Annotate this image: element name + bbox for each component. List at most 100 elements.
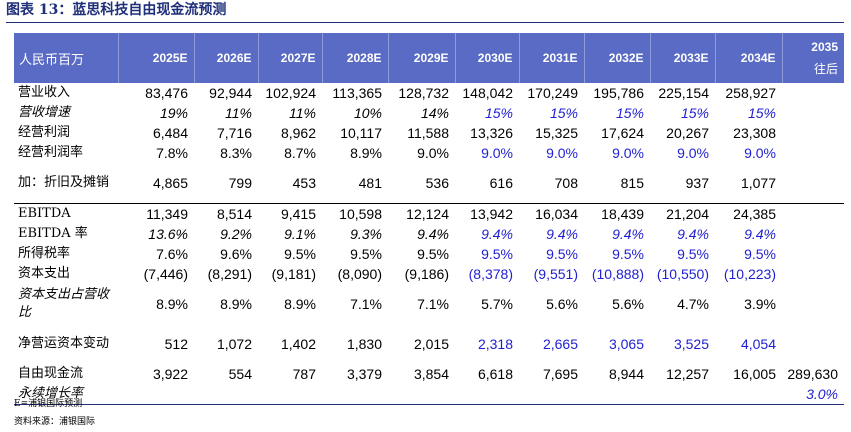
header-year: 2033E [649, 33, 715, 83]
table-cell: 16,005 [733, 366, 776, 382]
row-label: EBITDA [14, 203, 118, 224]
table-cell: 13,942 [455, 203, 519, 224]
table-cell: 148,042 [462, 85, 513, 101]
table-cell: 11% [225, 105, 252, 121]
table-cell: (8,291) [207, 266, 252, 282]
table-row: 营收增速 19% 11% 11% 10% 14% 15% 15% 15% 15% 15% [14, 103, 844, 123]
table-row: 资本支出 (7,446) (8,291) (9,181) (8,090) (9,186) (… [14, 264, 844, 284]
table-cell [519, 384, 584, 405]
table-cell: 5.6% [546, 296, 578, 312]
table-cell [322, 384, 388, 405]
header-year: 2028E [321, 33, 388, 83]
table-cell: 453 [292, 175, 316, 191]
header-year: 2030E [454, 33, 519, 83]
header-year: 2034E [714, 33, 782, 83]
table-cell: 17,624 [601, 125, 644, 141]
table-cell [258, 384, 322, 405]
table-cell: 2,015 [413, 336, 449, 352]
table-cell: 7,695 [542, 366, 578, 382]
table-cell: 9.4% [417, 226, 449, 242]
table-row: 经营利润率 7.8% 8.3% 8.7% 8.9% 9.0% 9.0% 9.0% 9.0% 9.0… [14, 143, 844, 163]
table-cell: 8,962 [280, 125, 316, 141]
table-cell: 8,944 [608, 366, 644, 382]
table-cell: 4,865 [152, 175, 188, 191]
table-cell: 20,267 [666, 125, 709, 141]
table-cell: 5.7% [481, 296, 513, 312]
table-cell: 2,665 [542, 336, 578, 352]
table-cell: 3,379 [346, 366, 382, 382]
row-label: 永续增长率 [14, 384, 118, 405]
table-cell [782, 264, 844, 284]
table-cell: 8.7% [284, 145, 316, 161]
row-label: 所得税率 [18, 246, 71, 261]
table-cell: 92,944 [209, 85, 252, 101]
table-cell [650, 384, 715, 405]
table-cell: 9.5% [350, 246, 382, 262]
table-cell [782, 123, 844, 143]
table-cell [782, 284, 844, 324]
table-cell: 15% [680, 105, 709, 121]
header-terminal-label: 往后 [813, 62, 838, 76]
table-cell: 536 [425, 175, 449, 191]
table-cell: 9.5% [612, 246, 644, 262]
table-cell: 6,484 [152, 125, 188, 141]
table-cell: 1,830 [346, 336, 382, 352]
forecast-note: E=浦银国际预测 [14, 399, 83, 409]
header-year: 2029E [387, 33, 455, 83]
table-cell: 9.0% [677, 145, 709, 161]
table-cell: 9.4% [677, 226, 709, 242]
table-cell: 10,598 [322, 203, 388, 224]
table-cell: 11,349 [118, 203, 194, 224]
table-cell [584, 384, 650, 405]
table-cell: 3,525 [673, 336, 709, 352]
table-cell: 3,854 [413, 366, 449, 382]
table-cell: 21,204 [650, 203, 715, 224]
table-cell: 815 [620, 175, 644, 191]
table-cell [118, 384, 194, 405]
table-cell: 15% [615, 105, 644, 121]
row-label: 净营运资本变动 [18, 336, 110, 351]
header-terminal-year: 2035 [811, 40, 838, 54]
table-cell: 9.3% [350, 226, 382, 242]
table-cell: 708 [554, 175, 578, 191]
table-cell: 9.4% [744, 226, 776, 242]
table-cell: 7,716 [216, 125, 252, 141]
table-cell: 9.5% [284, 246, 316, 262]
table-cell: 289,630 [787, 366, 838, 382]
table-cell: 8.9% [156, 296, 188, 312]
table-cell [715, 384, 782, 405]
table-cell: 799 [228, 175, 252, 191]
table-cell: 258,927 [725, 85, 776, 101]
table-cell: 9.6% [220, 246, 252, 262]
table-cell: (10,550) [656, 266, 709, 282]
table-cell: 8,514 [194, 203, 258, 224]
table-cell: 9.0% [417, 145, 449, 161]
table-cell: 937 [685, 175, 709, 191]
table-cell: 18,439 [584, 203, 650, 224]
header-year: 2026E [193, 33, 258, 83]
table-row: 加：折旧及摊销 4,865 799 453 481 536 616 708 815 937 1,07… [14, 163, 844, 204]
table-cell [782, 224, 844, 244]
table-cell: 170,249 [527, 85, 578, 101]
table-cell: 9.4% [612, 226, 644, 242]
table-cell: 9.1% [284, 226, 316, 242]
table-cell: (7,446) [143, 266, 188, 282]
table-cell [782, 163, 844, 204]
table-cell [782, 244, 844, 264]
table-cell: 3.9% [744, 296, 776, 312]
table-cell: 14% [420, 105, 449, 121]
table-cell: 5.6% [612, 296, 644, 312]
table-cell: 7.8% [156, 145, 188, 161]
table-cell [782, 83, 844, 103]
row-label: EBITDA 率 [18, 226, 88, 241]
table-row: 净营运资本变动 512 1,072 1,402 1,830 2,015 2,318 2,665… [14, 324, 844, 364]
row-label: 营收增速 [18, 105, 71, 120]
table-cell: 3,922 [152, 366, 188, 382]
table-cell: 3,065 [608, 336, 644, 352]
table-cell: 19% [159, 105, 188, 121]
table-row: 营业收入 83,476 92,944 102,924 113,365 128,732 148… [14, 83, 844, 103]
source-note: 资料来源：浦银国际 [14, 417, 96, 427]
header-year: 2027E [257, 33, 322, 83]
row-label: 资本支出 [18, 266, 71, 281]
table-cell: 12,257 [666, 366, 709, 382]
